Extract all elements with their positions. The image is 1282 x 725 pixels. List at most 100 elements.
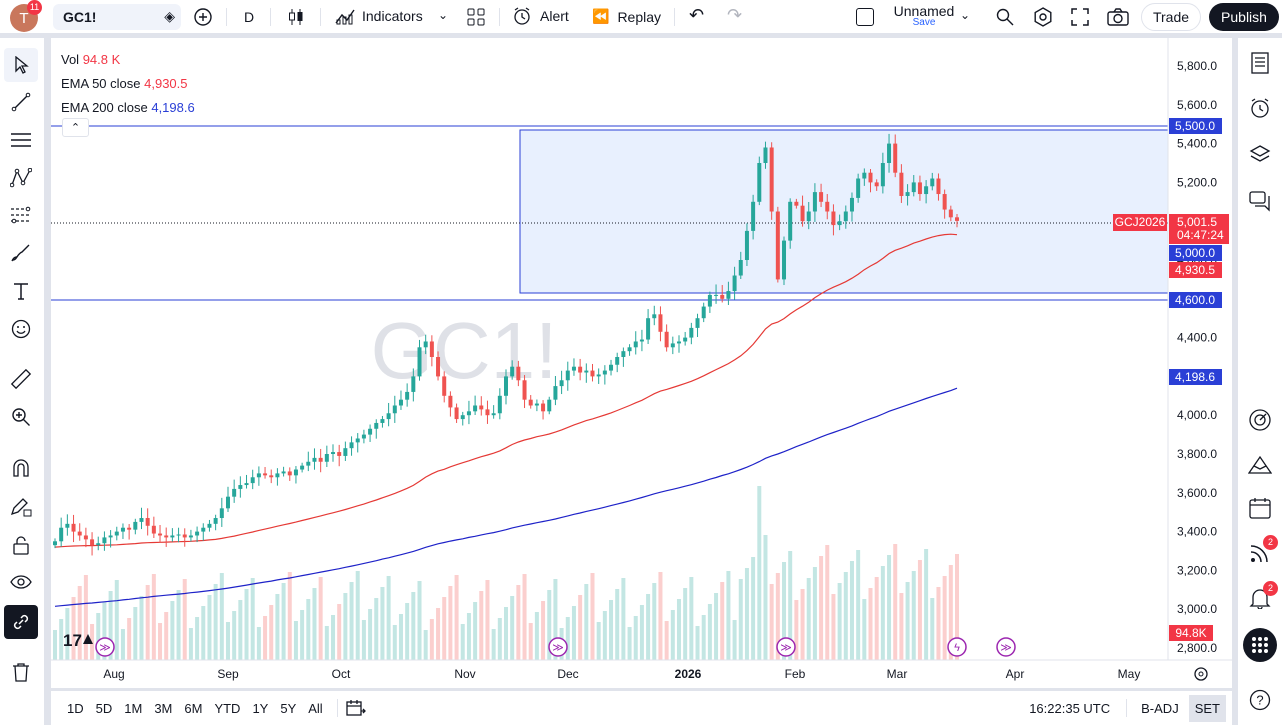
save-label[interactable]: Save	[912, 17, 936, 28]
tradingview-logo-icon[interactable]: 17	[63, 631, 93, 650]
range-button-ytd[interactable]: YTD	[214, 700, 241, 716]
volume-bar	[83, 575, 88, 660]
time-tick-label: Mar	[887, 667, 908, 681]
volume-bar	[639, 605, 644, 660]
chart-pane[interactable]: GC1! 5,800.0 5,600.0 5,400.0 5,200.0 5,000.0…	[51, 38, 1232, 688]
help-icon[interactable]: ?	[1243, 683, 1277, 717]
publish-button[interactable]: Publish	[1209, 3, 1279, 31]
link-icon[interactable]	[4, 605, 38, 639]
alerts-clock-icon[interactable]	[1243, 91, 1277, 125]
ideas-mountain-icon[interactable]	[1243, 448, 1277, 482]
utc-clock[interactable]: 16:22:35 UTC	[1029, 700, 1111, 716]
zoom-in-icon[interactable]	[4, 400, 38, 434]
range-button-1y[interactable]: 1Y	[252, 700, 269, 716]
range-button-all[interactable]: All	[308, 700, 323, 716]
watchlist-icon[interactable]	[1243, 46, 1277, 80]
volume-bar	[59, 619, 64, 660]
lock-icon[interactable]	[4, 528, 38, 562]
quick-search-icon[interactable]	[988, 0, 1022, 34]
collapse-legend-button[interactable]: ⌃	[62, 118, 89, 137]
adjustment-toggle[interactable]: B-ADJ	[1141, 700, 1179, 716]
range-button-6m[interactable]: 6M	[184, 700, 203, 716]
event-flash-icon[interactable]: ≫	[776, 637, 796, 657]
tag-lower-line: 4,600.0	[1169, 292, 1222, 308]
layout-name-button[interactable]: Unnamed Save	[889, 3, 959, 28]
layout-square-icon[interactable]	[856, 8, 874, 26]
interval-button[interactable]: D	[244, 9, 254, 25]
trade-button[interactable]: Trade	[1141, 3, 1201, 31]
event-flash-icon[interactable]: ≫	[548, 637, 568, 657]
candles-icon[interactable]	[279, 0, 313, 34]
range-button-1d[interactable]: 1D	[67, 700, 84, 716]
target-icon[interactable]	[1243, 403, 1277, 437]
event-flash-icon[interactable]: ≫	[95, 637, 115, 657]
event-flash-icon[interactable]: ≫	[996, 637, 1016, 657]
emoji-icon[interactable]	[4, 312, 38, 346]
volume-bar	[151, 574, 156, 660]
text-tool-icon[interactable]	[4, 274, 38, 308]
range-button-5d[interactable]: 5D	[95, 700, 113, 716]
symbol-search[interactable]: GC1! ◈	[53, 4, 181, 30]
svg-text:4,930.5: 4,930.5	[1175, 263, 1215, 277]
legend-ema50[interactable]: EMA 50 close 4,930.5	[61, 72, 195, 96]
date-range-calendar-icon[interactable]	[346, 698, 370, 718]
eye-icon[interactable]	[4, 565, 38, 599]
chevron-down-icon[interactable]: ⌄	[960, 8, 971, 22]
legend-volume[interactable]: Vol 94.8 K	[61, 48, 195, 72]
price-chart[interactable]: GC1! 5,800.0 5,600.0 5,400.0 5,200.0 5,000.0…	[51, 38, 1232, 688]
layouts-grid-icon[interactable]	[459, 0, 493, 34]
redo-icon[interactable]: ↷	[727, 5, 743, 25]
event-lightning-icon[interactable]: ϟ	[947, 637, 967, 657]
indicators-label: Indicators	[362, 8, 423, 24]
session-toggle[interactable]: SET	[1188, 694, 1226, 722]
calendar-icon[interactable]	[1243, 491, 1277, 525]
candle-body	[139, 518, 144, 522]
replay-button[interactable]: ⏪ Replay	[592, 8, 661, 25]
indicators-button[interactable]: Indicators	[334, 6, 423, 26]
volume-bar	[281, 583, 286, 660]
streams-icon[interactable]	[1243, 536, 1277, 570]
alert-button[interactable]: Alert	[512, 6, 569, 26]
legend-ema200[interactable]: EMA 200 close 4,198.6	[61, 96, 195, 120]
volume-bar	[256, 627, 261, 660]
price-tick-label: 3,600.0	[1177, 486, 1217, 500]
pattern-icon[interactable]	[4, 161, 38, 195]
apps-grid-icon[interactable]	[1243, 628, 1277, 662]
layers-icon[interactable]	[1243, 137, 1277, 171]
volume-bar	[176, 590, 181, 660]
cursor-icon[interactable]	[4, 48, 38, 82]
range-button-5y[interactable]: 5Y	[280, 700, 297, 716]
trash-icon[interactable]	[4, 655, 38, 689]
candle-body	[448, 395, 453, 408]
undo-icon[interactable]: ↶	[689, 5, 705, 25]
volume-bar	[732, 620, 737, 660]
time-axis-settings-icon[interactable]	[1194, 667, 1208, 681]
magnet-icon[interactable]	[4, 451, 38, 485]
ema200-line	[54, 387, 958, 607]
trend-line-icon[interactable]	[4, 85, 38, 119]
chat-icon[interactable]	[1243, 184, 1277, 218]
range-button-1m[interactable]: 1M	[124, 700, 143, 716]
candle-body	[646, 318, 651, 340]
ruler-icon[interactable]	[4, 362, 38, 396]
chevron-down-icon[interactable]: ⌄	[438, 8, 449, 22]
edit-lock-icon[interactable]	[4, 490, 38, 524]
fullscreen-icon[interactable]	[1063, 0, 1097, 34]
candle-body	[466, 411, 471, 416]
candle-body	[460, 415, 465, 420]
volume-bar	[720, 582, 725, 660]
volume-bar	[355, 571, 360, 660]
horizontal-lines-icon[interactable]	[4, 123, 38, 157]
candle-body	[504, 376, 508, 396]
brush-icon[interactable]	[4, 236, 38, 270]
candle-body	[738, 260, 743, 276]
camera-icon[interactable]	[1101, 0, 1135, 34]
add-symbol-icon[interactable]	[186, 0, 220, 34]
settings-gear-icon[interactable]	[1026, 0, 1060, 34]
candle-body	[479, 405, 484, 410]
candle-body	[559, 380, 564, 387]
compare-diamond-icon[interactable]: ◈	[164, 8, 175, 24]
fib-retracement-icon[interactable]	[4, 198, 38, 232]
legend-ema50-value: 4,930.5	[144, 76, 188, 91]
range-button-3m[interactable]: 3M	[154, 700, 173, 716]
